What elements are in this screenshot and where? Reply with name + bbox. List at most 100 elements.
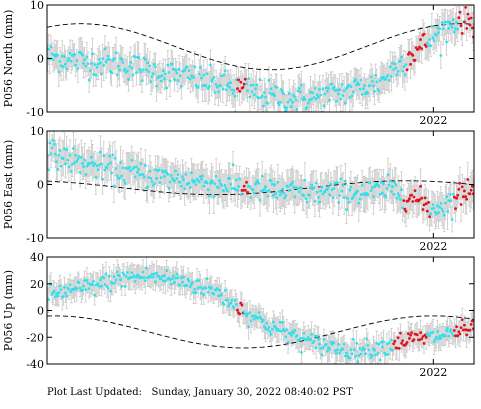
- data-point: [128, 166, 132, 169]
- data-point: [114, 278, 118, 282]
- data-point: [99, 61, 102, 65]
- data-point: [85, 55, 89, 59]
- data-point: [130, 271, 134, 275]
- data-point: [109, 289, 112, 293]
- data-point: [99, 278, 102, 282]
- data-point: [57, 291, 61, 295]
- data-point: [104, 272, 108, 276]
- data-point: [163, 175, 166, 178]
- data-point: [152, 182, 156, 186]
- data-point: [429, 44, 433, 48]
- data-point: [226, 84, 229, 88]
- recent-data-point: [465, 333, 469, 337]
- data-point: [49, 45, 53, 49]
- data-point: [311, 91, 315, 95]
- data-point: [88, 161, 92, 165]
- data-point: [67, 57, 71, 60]
- data-point: [123, 181, 127, 185]
- data-point: [283, 105, 287, 109]
- recent-data-point: [238, 89, 242, 93]
- data-point: [294, 98, 298, 102]
- data-point: [75, 287, 79, 291]
- data-point: [309, 338, 312, 341]
- recent-data-point: [397, 347, 401, 350]
- x-tick-label: 2022: [419, 114, 447, 127]
- data-point: [379, 180, 383, 184]
- recent-data-point: [462, 2, 465, 5]
- data-point: [236, 188, 239, 192]
- data-point: [391, 348, 394, 352]
- error-bars: [47, 131, 474, 233]
- data-point: [197, 72, 201, 76]
- data-point: [404, 63, 408, 66]
- data-point: [134, 71, 138, 75]
- recent-data-point: [470, 319, 474, 323]
- data-point: [328, 98, 331, 102]
- data-point: [155, 271, 159, 275]
- data-point: [181, 280, 184, 284]
- data-point: [429, 212, 433, 216]
- data-point: [229, 301, 233, 305]
- data-point: [138, 173, 142, 177]
- data-point: [310, 98, 313, 101]
- data-point: [81, 162, 84, 165]
- data-point: [392, 192, 396, 196]
- data-point: [369, 189, 373, 193]
- data-point: [232, 306, 236, 310]
- data-point: [60, 54, 64, 58]
- y-tick-label: -10: [26, 106, 44, 119]
- data-point: [73, 52, 76, 56]
- data-point: [211, 181, 215, 184]
- data-point: [315, 334, 319, 338]
- data-point: [433, 338, 437, 342]
- data-point: [178, 284, 182, 287]
- y-axis-title: P056 East (mm): [2, 140, 15, 230]
- chart-panel-3: -40 -20 0 20 40 2022 P056 Up (mm): [2, 251, 475, 379]
- y-tick-label: 10: [30, 125, 44, 138]
- data-point: [437, 31, 440, 34]
- data-point: [284, 109, 288, 112]
- data-point: [151, 275, 155, 279]
- data-point: [148, 64, 152, 68]
- data-point: [332, 187, 336, 190]
- data-point: [142, 276, 146, 279]
- data-point: [177, 67, 181, 71]
- data-point: [95, 66, 99, 69]
- data-point: [114, 167, 118, 170]
- recent-data-point: [458, 332, 462, 336]
- data-point: [97, 284, 101, 288]
- data-point: [321, 346, 325, 350]
- data-point: [319, 93, 322, 97]
- data-point: [430, 25, 434, 28]
- recent-data-point: [399, 331, 402, 335]
- data-point: [263, 325, 266, 328]
- data-point: [261, 318, 265, 322]
- x-tick-label: 2022: [419, 240, 447, 253]
- data-point: [154, 280, 157, 284]
- data-point: [210, 79, 214, 83]
- data-point: [108, 57, 111, 61]
- data-point: [276, 180, 280, 184]
- data-point: [197, 180, 201, 184]
- data-point: [223, 289, 227, 292]
- data-point: [73, 288, 76, 291]
- data-point: [358, 197, 362, 201]
- data-point: [201, 84, 205, 88]
- data-point: [222, 303, 226, 306]
- data-point: [143, 58, 147, 61]
- y-axis-title: P056 North (mm): [2, 10, 15, 108]
- data-point: [154, 65, 157, 69]
- chart-panel-1: -10 0 10 2022 P056 North (mm): [2, 0, 475, 127]
- data-point: [229, 81, 233, 84]
- data-point: [394, 183, 398, 187]
- data-point: [428, 38, 431, 41]
- y-axis-title: P056 Up (mm): [2, 270, 15, 351]
- recent-data-point: [409, 63, 412, 66]
- data-point: [317, 95, 320, 99]
- data-point: [158, 75, 162, 79]
- data-point: [401, 69, 404, 73]
- data-point: [90, 62, 93, 65]
- data-point: [439, 337, 443, 340]
- data-point: [224, 88, 228, 92]
- data-point: [66, 158, 70, 162]
